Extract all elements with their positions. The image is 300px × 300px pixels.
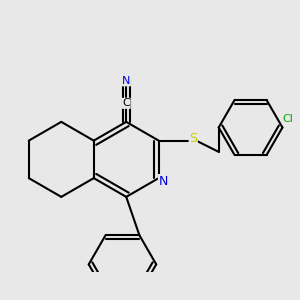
Text: C: C	[122, 98, 130, 108]
Text: N: N	[158, 175, 168, 188]
Text: Cl: Cl	[283, 114, 293, 124]
Text: N: N	[122, 76, 130, 86]
Text: S: S	[189, 132, 197, 145]
